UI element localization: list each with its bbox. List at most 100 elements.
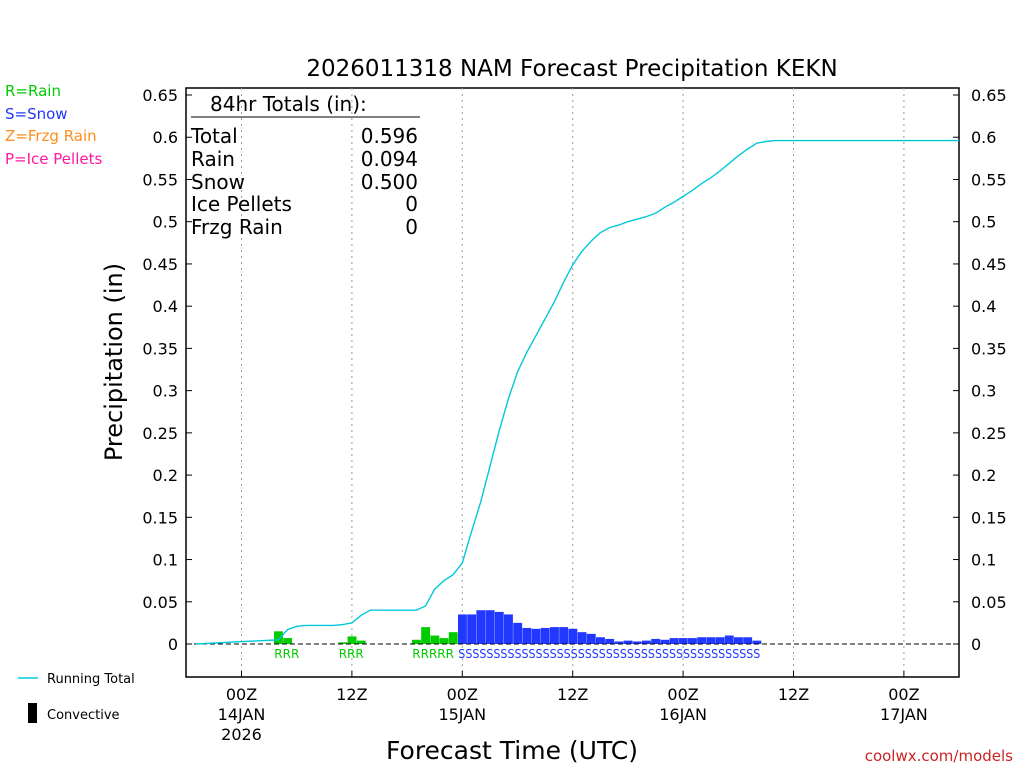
- grid-layer: [241, 88, 905, 677]
- y-tick-label-right: 0: [971, 635, 981, 654]
- totals-header: 84hr Totals (in):: [210, 92, 367, 116]
- legend-snow: S=Snow: [5, 105, 68, 123]
- legend-frzg-rain: Z=Frzg Rain: [5, 127, 97, 145]
- y-tick-label-left: 0.65: [142, 86, 178, 105]
- totals-row-label: Ice Pellets: [191, 192, 292, 216]
- precip-bar: [697, 637, 707, 644]
- y-tick-label-left: 0.5: [153, 213, 178, 232]
- precip-bar: [605, 638, 615, 644]
- precip-bar: [274, 631, 283, 644]
- legend-rain: R=Rain: [5, 82, 61, 100]
- precip-bar: [706, 637, 716, 644]
- precip-bar: [347, 636, 357, 644]
- precip-bar: [448, 632, 458, 644]
- precip-bar: [531, 628, 541, 644]
- y-tick-label-left: 0.25: [142, 424, 178, 443]
- precip-bar: [485, 610, 495, 644]
- y-tick-label-left: 0.45: [142, 255, 178, 274]
- y-tick-label-right: 0.6: [971, 128, 996, 147]
- y-tick-label-right: 0.25: [971, 424, 1007, 443]
- chart-title: 2026011318 NAM Forecast Precipitation KE…: [306, 56, 837, 82]
- precip-bar: [356, 640, 366, 644]
- totals-row-value: 0.596: [361, 124, 418, 148]
- convective-swatch: [28, 703, 37, 723]
- type-label-rain-1: RRR: [274, 647, 299, 661]
- y-tick-label-right: 0.05: [971, 593, 1007, 612]
- legend-ice-pellets: P=Ice Pellets: [5, 150, 102, 168]
- line-legend: Running Total Convective: [18, 672, 135, 723]
- precip-bar: [734, 637, 743, 644]
- x-tick-date: 16JAN: [659, 705, 707, 724]
- precip-bar: [651, 638, 661, 644]
- precip-bar: [412, 639, 421, 644]
- type-label-snow: SSSSSSSSSSSSSSSSSSSSSSSSSSSSSSSSSSSSSSSS…: [458, 647, 760, 661]
- precip-bar: [504, 614, 513, 644]
- convective-label: Convective: [47, 708, 120, 723]
- precip-bar: [752, 640, 762, 644]
- precip-bar: [550, 627, 559, 644]
- precip-bar: [642, 640, 651, 644]
- y-axis-title: Precipitation (in): [100, 263, 128, 461]
- x-tick-label: 00Z: [667, 685, 698, 704]
- y-tick-label-right: 0.15: [971, 508, 1007, 527]
- totals-row-label: Rain: [191, 147, 235, 171]
- precip-bar: [338, 642, 348, 644]
- type-label-rain-3: RRRRR: [412, 647, 454, 661]
- x-tick-label: 12Z: [336, 685, 367, 704]
- y-tick-label-left: 0.3: [153, 382, 178, 401]
- totals-row-label: Frzg Rain: [191, 215, 283, 239]
- x-tick-label: 00Z: [447, 685, 478, 704]
- y-tick-label-left: 0.55: [142, 170, 178, 189]
- x-axis-title: Forecast Time (UTC): [386, 736, 638, 765]
- precip-bar: [467, 614, 477, 644]
- totals-box: 84hr Totals (in): Total 0.596 Rain 0.094…: [190, 92, 420, 239]
- precip-bar: [596, 637, 605, 644]
- y-tick-label-right: 0.1: [971, 551, 996, 570]
- x-tick-label: 00Z: [226, 685, 257, 704]
- precip-bar: [678, 638, 688, 644]
- precip-bar: [513, 622, 523, 644]
- y-tick-label-right: 0.5: [971, 213, 996, 232]
- precip-bar: [439, 638, 449, 644]
- precip-bar: [494, 611, 504, 644]
- precip-bar: [421, 627, 431, 644]
- precip-bar: [724, 635, 734, 644]
- x-tick-year: 2026: [221, 725, 262, 744]
- precip-bar: [283, 638, 293, 644]
- precip-bar: [614, 641, 624, 644]
- precip-bar: [540, 627, 550, 644]
- precip-bar: [522, 627, 532, 644]
- y-tick-label-right: 0.3: [971, 382, 996, 401]
- totals-row-value: 0: [405, 192, 418, 216]
- totals-row-value: 0.094: [361, 147, 418, 171]
- precip-bar: [632, 641, 642, 644]
- y-tick-label-right: 0.55: [971, 170, 1007, 189]
- y-tick-label-left: 0.4: [153, 297, 178, 316]
- y-tick-label-right: 0.4: [971, 297, 996, 316]
- type-legend: R=Rain S=Snow Z=Frzg Rain P=Ice Pellets: [5, 82, 102, 168]
- x-tick-label: 00Z: [888, 685, 919, 704]
- type-label-rain-2: RRR: [339, 647, 364, 661]
- x-tick-label: 12Z: [778, 685, 809, 704]
- precip-bar: [715, 637, 725, 644]
- y-tick-label-right: 0.2: [971, 466, 996, 485]
- x-tick-label: 12Z: [557, 685, 588, 704]
- precip-bar: [660, 639, 670, 644]
- precip-bar: [688, 638, 697, 644]
- precip-bar: [623, 640, 633, 644]
- precip-bar: [476, 610, 486, 644]
- totals-row-value: 0.500: [361, 170, 418, 194]
- precip-bar: [458, 614, 467, 644]
- precip-bar: [743, 637, 753, 644]
- y-tick-label-left: 0.15: [142, 508, 178, 527]
- y-tick-label-left: 0.2: [153, 466, 178, 485]
- x-tick-date: 14JAN: [218, 705, 266, 724]
- totals-row-value: 0: [405, 215, 418, 239]
- totals-row-label: Total: [190, 124, 238, 148]
- y-tick-label-right: 0.65: [971, 86, 1007, 105]
- precip-bar: [430, 635, 440, 644]
- totals-row-label: Snow: [191, 170, 245, 194]
- y-ticks: 0.65 0.65 0.6 0.6 0.55 0.55 0.5 0.5 0.45 0.45 0.4 0…: [142, 86, 1006, 654]
- bars-layer: [274, 610, 762, 644]
- precip-bar: [577, 632, 587, 644]
